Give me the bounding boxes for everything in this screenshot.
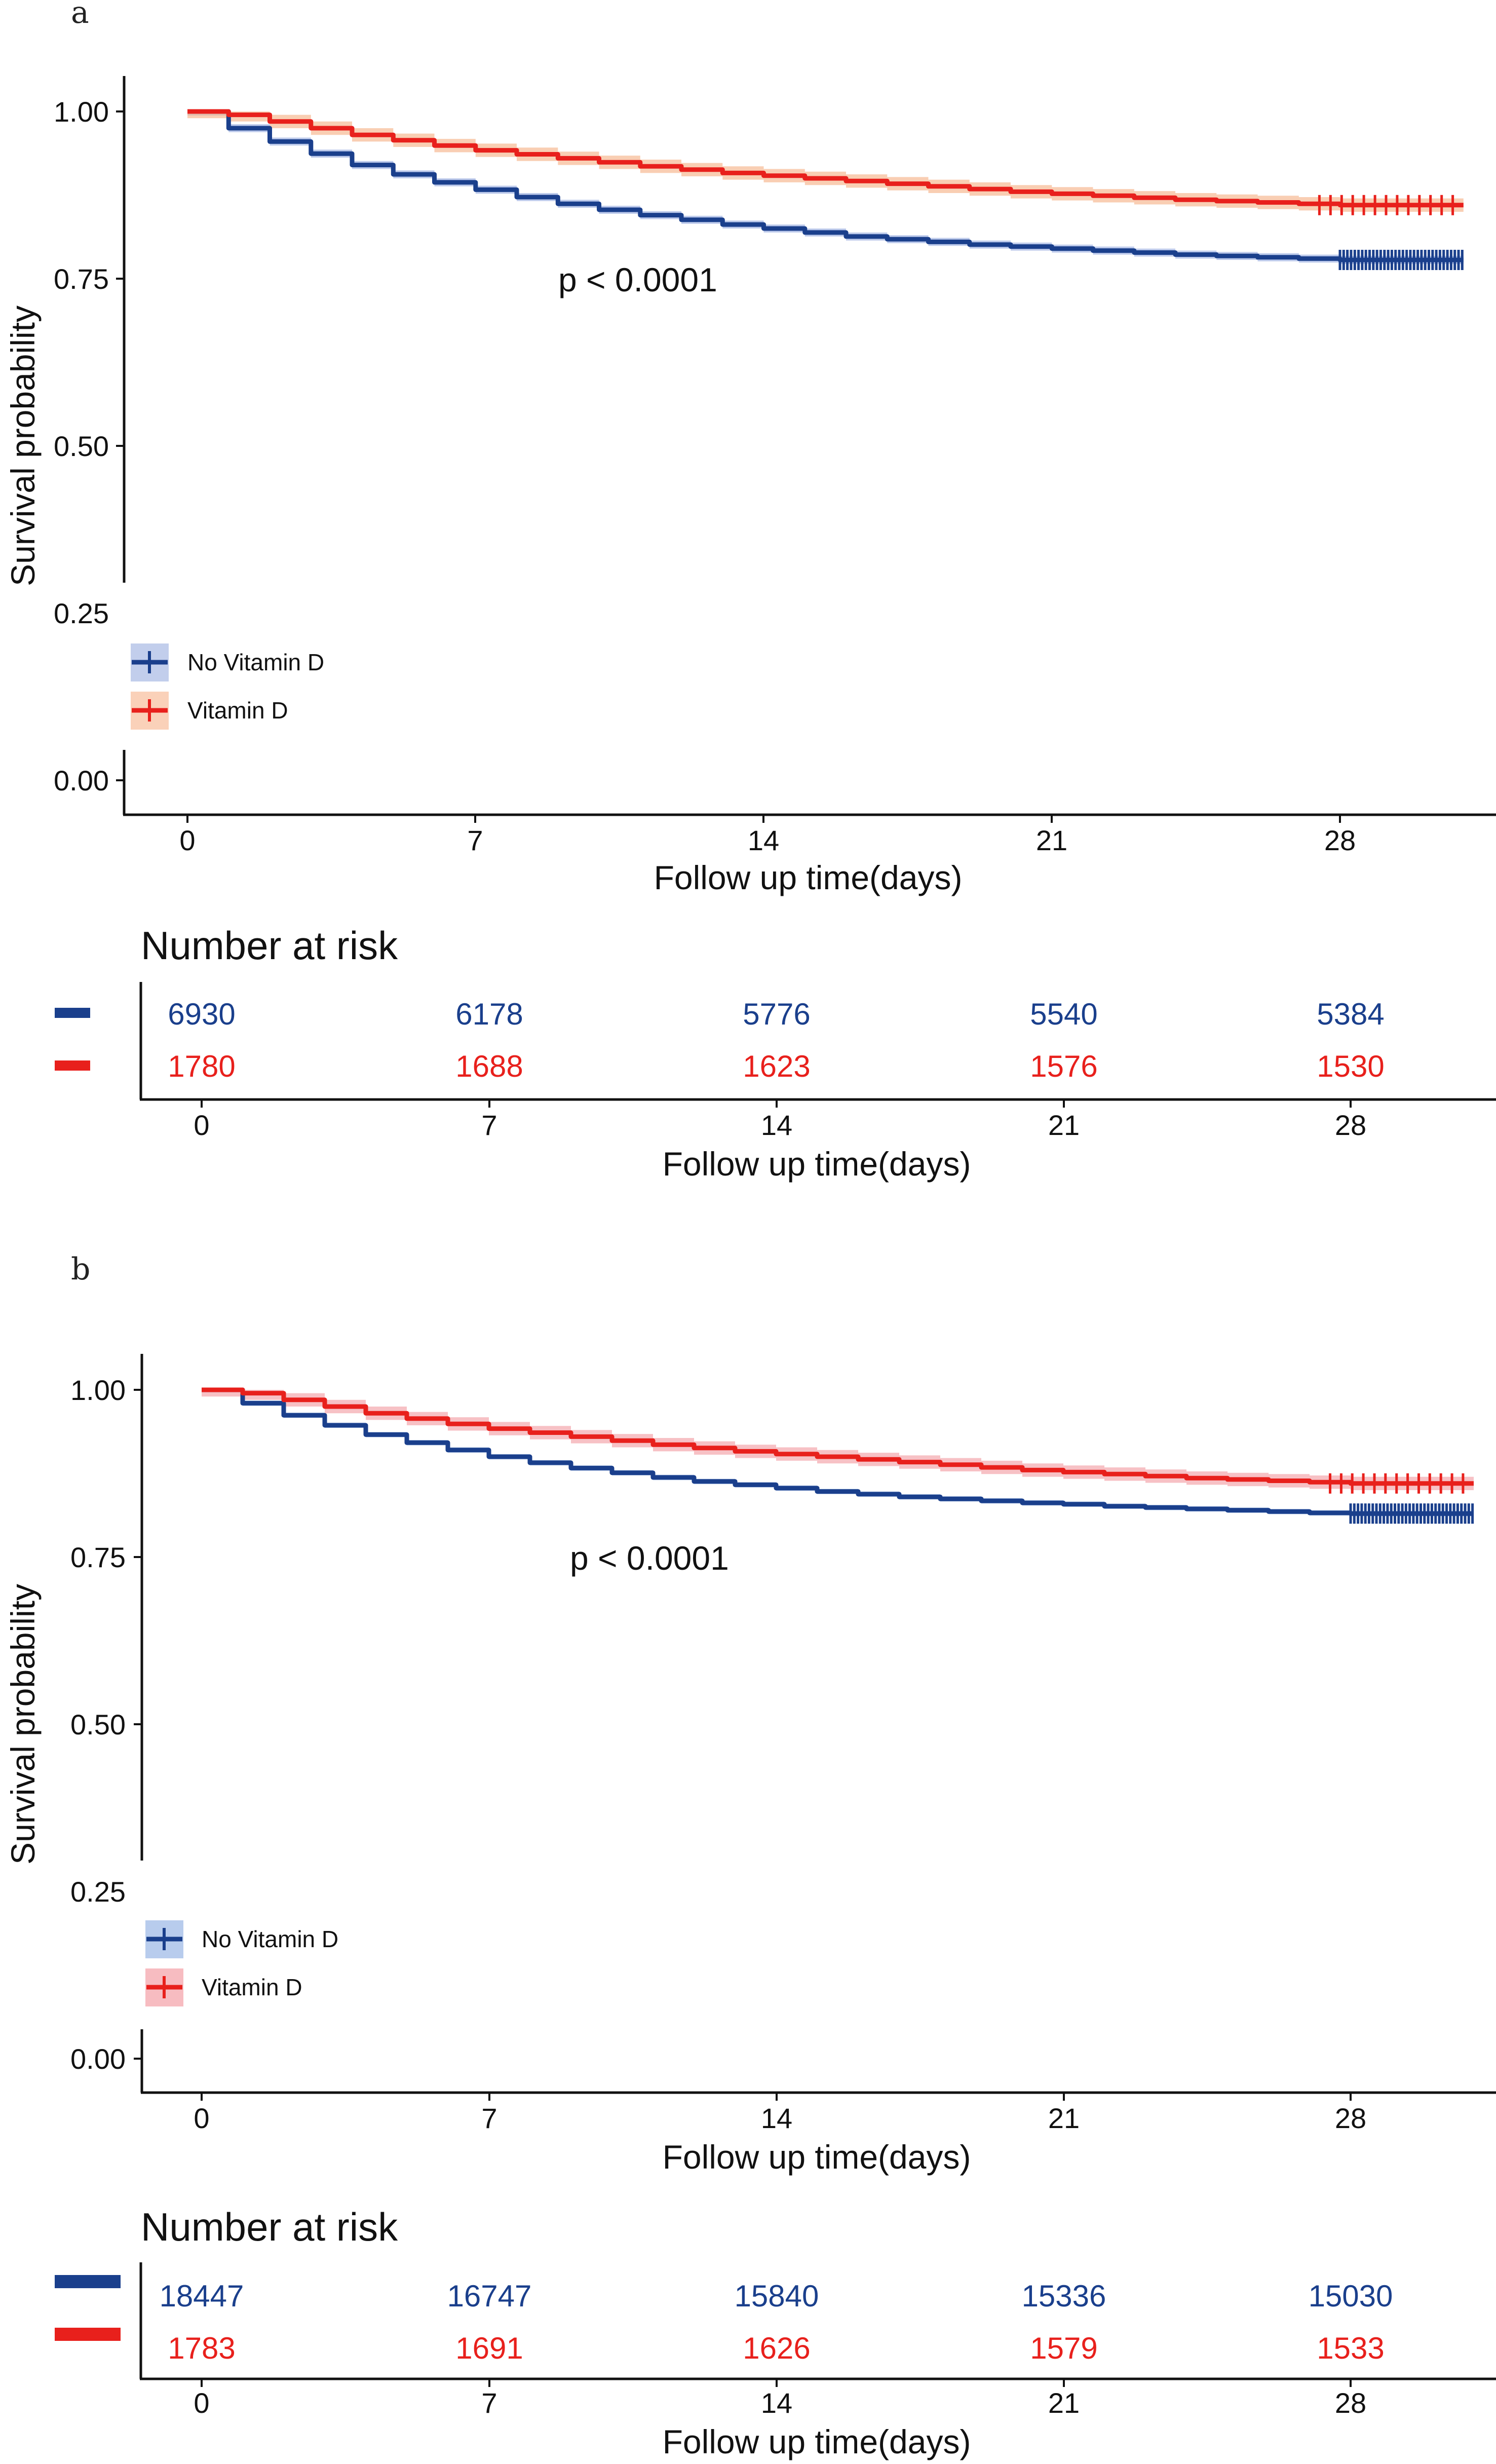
panel-a-y-ticks: 1.00 0.75 0.50 0.25 0.00	[54, 96, 124, 797]
panel-a-censor-marks	[1318, 195, 1464, 270]
panel-a-curve-vitamin-d	[187, 109, 1464, 208]
panel-a-x-ticks: 0 7 14 21 28	[179, 815, 1356, 856]
x-tick-label: 28	[1324, 824, 1356, 856]
risk-row-key-vitamin-d	[55, 1060, 90, 1071]
y-tick-label: 1.00	[70, 1374, 126, 1406]
x-tick-label: 14	[761, 2387, 792, 2419]
risk-count: 15840	[735, 2279, 819, 2313]
risk-count: 1691	[455, 2331, 523, 2365]
x-tick-label: 7	[481, 2387, 497, 2419]
panel-b-x-axis-title: Follow up time(days)	[663, 2138, 971, 2176]
panel-b-x-ticks: 0 7 14 21 28	[194, 2093, 1366, 2134]
y-tick-label: 0.00	[54, 765, 109, 797]
y-tick-label: 0.25	[54, 597, 109, 629]
risk-count: 6930	[168, 997, 235, 1031]
panel-b-label: b	[71, 1252, 90, 1287]
x-tick-label: 7	[467, 824, 483, 856]
panel-b-risk-table: Number at risk 18447 16747 15840 15336 1…	[55, 2205, 1496, 2460]
x-tick-label: 7	[481, 2102, 497, 2134]
x-tick-label: 14	[761, 1109, 792, 1141]
risk-count: 15336	[1022, 2279, 1106, 2313]
x-tick-label: 28	[1335, 2102, 1366, 2134]
risk-count: 15030	[1309, 2279, 1393, 2313]
risk-count: 5540	[1030, 997, 1097, 1031]
panel-b-curve-vitamin-d	[202, 1387, 1474, 1486]
risk-count: 1533	[1317, 2331, 1384, 2365]
panel-a-label: a	[71, 0, 89, 30]
risk-table-title: Number at risk	[141, 923, 398, 968]
x-tick-label: 0	[194, 1109, 209, 1141]
x-tick-label: 28	[1335, 2387, 1366, 2419]
risk-count: 1576	[1030, 1049, 1097, 1083]
panel-b-legend: No Vitamin D Vitamin D	[145, 1920, 338, 2006]
panel-a: a 1.00 0.75 0.50 0.25 0.00	[4, 0, 1496, 1183]
legend-label-vitamin-d: Vitamin D	[187, 697, 288, 724]
panel-a-legend: No Vitamin D Vitamin D	[131, 643, 324, 730]
panel-a-x-axis-title: Follow up time(days)	[654, 859, 963, 896]
x-tick-label: 7	[481, 1109, 497, 1141]
panel-a-y-axis-title: Survival probability	[4, 306, 42, 586]
x-tick-label: 21	[1048, 2102, 1080, 2134]
risk-count: 18447	[160, 2279, 244, 2313]
risk-count: 1530	[1317, 1049, 1384, 1083]
y-tick-label: 0.75	[54, 263, 109, 295]
y-tick-label: 0.50	[54, 430, 109, 462]
risk-row-key-no-vitamin-d	[55, 1008, 90, 1018]
panel-b-band-vitamin-d	[202, 1390, 1474, 1490]
risk-count: 5776	[743, 997, 810, 1031]
y-tick-label: 0.50	[70, 1709, 126, 1740]
risk-count: 1783	[168, 2331, 235, 2365]
panel-b-survival-curves	[202, 1387, 1474, 1516]
panel-b-p-value: p < 0.0001	[570, 1539, 729, 1577]
panel-b-censor-marks	[1329, 1473, 1474, 1524]
legend-label-no-vitamin-d: No Vitamin D	[202, 1926, 338, 1952]
risk-count: 16747	[447, 2279, 532, 2313]
panel-b-plot	[202, 1387, 1474, 1524]
risk-count: 6178	[455, 997, 523, 1031]
x-tick-label: 21	[1048, 1109, 1080, 1141]
y-tick-label: 1.00	[54, 96, 109, 128]
panel-b-y-axis-title: Survival probability	[4, 1584, 42, 1865]
x-tick-label: 28	[1335, 1109, 1366, 1141]
risk-count: 5384	[1317, 997, 1384, 1031]
risk-table-x-axis-title: Follow up time(days)	[663, 2423, 971, 2460]
panel-a-curve-no-vitamin-d	[187, 109, 1464, 262]
x-tick-label: 0	[194, 2387, 209, 2419]
risk-count: 1626	[743, 2331, 810, 2365]
risk-count: 1623	[743, 1049, 810, 1083]
x-tick-label: 21	[1036, 824, 1067, 856]
panel-a-survival-curves	[187, 109, 1464, 262]
y-tick-label: 0.25	[70, 1876, 126, 1908]
risk-row-key-no-vitamin-d	[55, 2275, 121, 2288]
panel-a-p-value: p < 0.0001	[558, 261, 717, 298]
panel-a-risk-table: Number at risk 6930 6178 5776 5540 5384 …	[55, 923, 1496, 1183]
x-tick-label: 0	[194, 2102, 209, 2134]
legend-label-vitamin-d: Vitamin D	[202, 1974, 302, 2000]
risk-table-x-axis-title: Follow up time(days)	[663, 1145, 971, 1183]
panel-b-confidence-bands	[202, 1390, 1474, 1517]
y-tick-label: 0.75	[70, 1541, 126, 1573]
panel-a-plot	[187, 109, 1464, 270]
panel-b: b 1.00 0.75 0.50 0.25 0.00 0 7	[4, 1252, 1496, 2460]
risk-count: 1579	[1030, 2331, 1097, 2365]
y-tick-label: 0.00	[70, 2043, 126, 2075]
risk-row-key-vitamin-d	[55, 2328, 121, 2341]
x-tick-label: 21	[1048, 2387, 1080, 2419]
risk-count: 1780	[168, 1049, 235, 1083]
x-tick-label: 14	[761, 2102, 792, 2134]
risk-count: 1688	[455, 1049, 523, 1083]
risk-table-title: Number at risk	[141, 2205, 398, 2249]
panel-b-y-ticks: 1.00 0.75 0.50 0.25 0.00	[70, 1374, 142, 2075]
panel-b-curve-no-vitamin-d	[202, 1387, 1474, 1516]
x-tick-label: 14	[748, 824, 779, 856]
x-tick-label: 0	[179, 824, 195, 856]
legend-label-no-vitamin-d: No Vitamin D	[187, 649, 324, 675]
